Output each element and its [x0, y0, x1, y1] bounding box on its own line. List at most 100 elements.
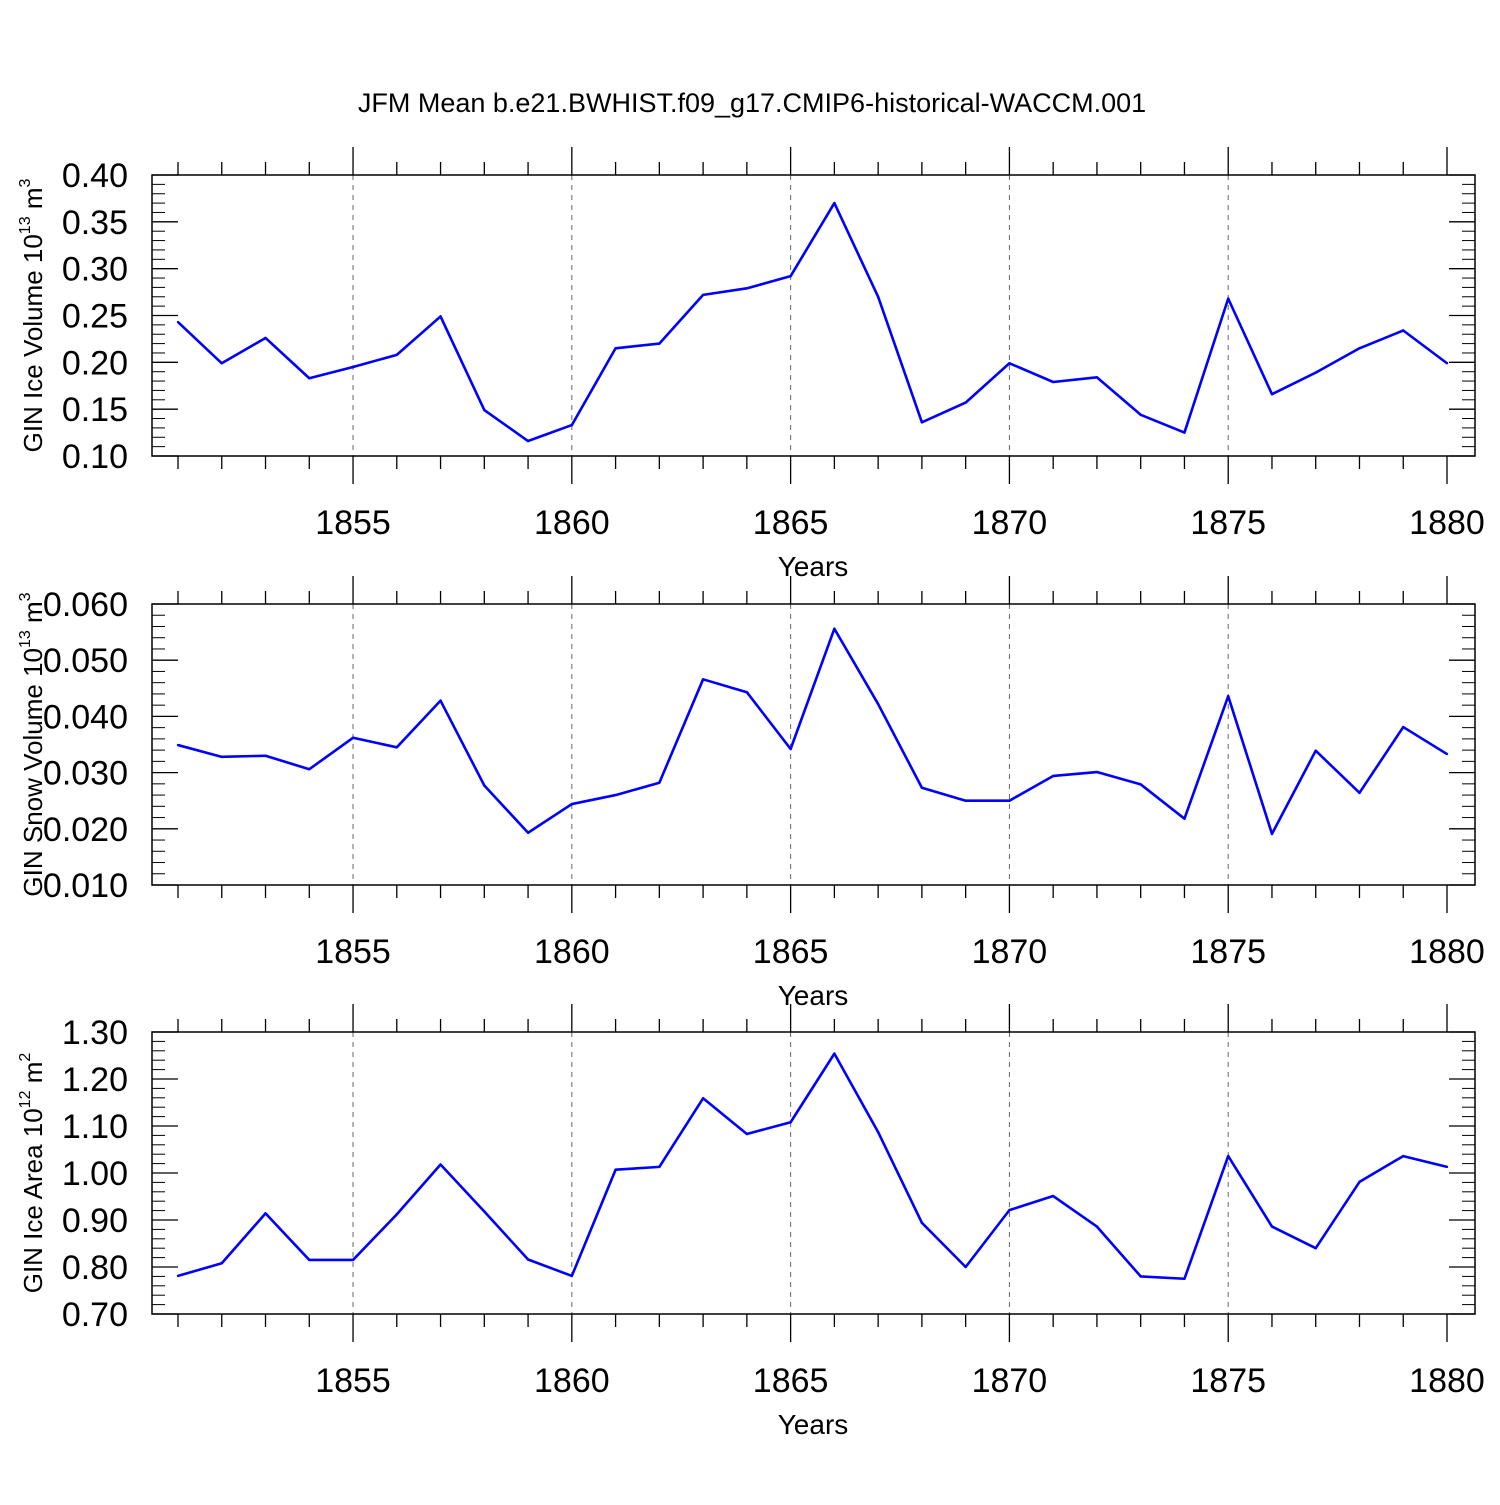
data-point	[920, 1221, 924, 1225]
data-point	[1358, 347, 1361, 350]
data-point	[833, 1052, 836, 1055]
data-point	[833, 627, 836, 630]
data-point	[1139, 1275, 1142, 1278]
x-tick-label: 1860	[534, 933, 610, 971]
data-point	[1095, 376, 1099, 379]
x-tick-label: 1865	[753, 933, 829, 971]
data-point	[1402, 1154, 1405, 1158]
y-tick-label: 0.35	[62, 204, 128, 242]
x-tick-label: 1855	[315, 933, 391, 971]
x-tick-label: 1855	[315, 1362, 391, 1400]
data-point	[483, 1210, 486, 1213]
panel-3: 0.70 0.80 0.90 1.00 1.10 1.20 1.30 1855 1860 1865…	[17, 1004, 1485, 1440]
data-point	[658, 342, 661, 345]
data-point	[833, 201, 836, 205]
y-tick-label: 1.10	[62, 1108, 128, 1146]
data-point	[964, 1265, 967, 1269]
data-point	[701, 678, 705, 681]
y-tick-label: 1.20	[62, 1061, 128, 1099]
data-point	[1051, 380, 1055, 384]
y-tick-label: 0.010	[43, 867, 128, 905]
y-tick-label: 0.040	[43, 698, 128, 736]
data-point	[789, 1121, 792, 1124]
data-point	[176, 1274, 180, 1278]
data-point	[1445, 1165, 1449, 1169]
data-point	[220, 755, 223, 759]
data-point	[570, 802, 574, 806]
data-point	[1227, 1154, 1230, 1158]
data-point	[1402, 329, 1405, 332]
data-point	[1358, 791, 1361, 795]
data-point	[220, 362, 223, 365]
x-tick-label: 1855	[315, 504, 391, 542]
y-tick-label: 0.90	[62, 1202, 128, 1240]
series-line-2	[177, 627, 1448, 836]
x-axis-label: Years	[778, 551, 849, 582]
data-point	[570, 423, 574, 427]
data-point	[395, 1213, 398, 1216]
data-point	[308, 377, 311, 380]
data-point	[789, 747, 792, 751]
data-point	[1095, 770, 1099, 774]
data-point	[1445, 752, 1449, 756]
data-point	[1095, 1225, 1099, 1228]
plot-frame	[151, 174, 1476, 457]
data-point	[745, 691, 749, 694]
data-point	[1227, 297, 1230, 300]
data-point	[220, 1262, 223, 1265]
y-tick-label: 0.30	[62, 251, 128, 289]
y-tick-label: 0.060	[43, 586, 128, 624]
data-point	[964, 401, 967, 404]
data-point	[876, 702, 880, 706]
data-point	[1270, 1225, 1274, 1228]
data-point	[1314, 1247, 1317, 1250]
data-point	[176, 743, 180, 747]
y-tick-label: 0.050	[43, 642, 128, 680]
data-point	[920, 421, 924, 424]
data-point	[1051, 1194, 1055, 1198]
data-point	[876, 1130, 880, 1134]
x-axis-label: Years	[778, 980, 849, 1011]
x-tick-label: 1860	[534, 1362, 610, 1400]
data-point	[570, 1274, 574, 1278]
data-point	[176, 320, 180, 324]
data-point	[658, 1165, 661, 1169]
x-axis-label: Years	[778, 1409, 849, 1440]
data-point	[1314, 749, 1317, 752]
data-point	[1183, 431, 1186, 434]
data-point	[1358, 1180, 1361, 1184]
y-tick-label: 1.00	[62, 1155, 128, 1193]
x-tick-label: 1870	[972, 933, 1048, 971]
y-tick-label: 1.30	[62, 1014, 128, 1052]
data-point	[1008, 1208, 1011, 1212]
x-tick-label: 1860	[534, 504, 610, 542]
y-tick-label: 0.030	[43, 755, 128, 793]
series-line-3	[177, 1052, 1448, 1281]
data-point	[395, 746, 398, 749]
x-tick-label: 1875	[1190, 1362, 1266, 1400]
data-point	[1051, 774, 1055, 778]
x-tick-label: 1870	[972, 504, 1048, 542]
data-point	[526, 831, 530, 834]
data-point	[439, 315, 442, 318]
data-point	[351, 1258, 355, 1262]
data-point	[483, 408, 486, 412]
data-point	[264, 336, 267, 340]
data-point	[658, 781, 661, 784]
data-point	[701, 1097, 705, 1100]
y-tick-label: 0.70	[62, 1296, 128, 1334]
data-point	[351, 736, 355, 739]
x-tick-label: 1880	[1409, 933, 1485, 971]
data-point	[614, 793, 617, 797]
x-tick-label: 1865	[753, 1362, 829, 1400]
data-point	[1139, 783, 1142, 786]
x-tick-label: 1875	[1190, 933, 1266, 971]
data-point	[1183, 1277, 1186, 1280]
data-point	[483, 784, 486, 787]
data-point	[701, 293, 705, 297]
data-point	[308, 1258, 311, 1262]
data-point	[439, 699, 442, 702]
data-point	[614, 347, 617, 350]
data-point	[526, 1258, 530, 1261]
